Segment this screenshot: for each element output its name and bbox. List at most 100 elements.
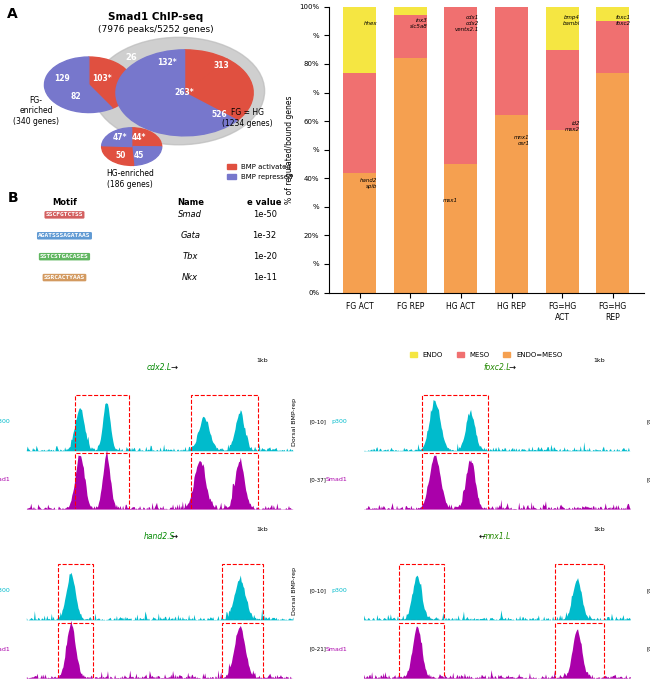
Text: →: → (508, 363, 515, 372)
Text: n=47: n=47 (451, 0, 471, 1)
Wedge shape (44, 57, 89, 87)
Text: 50: 50 (115, 151, 125, 160)
Text: SSRCACTYAAS: SSRCACTYAAS (44, 275, 85, 280)
Text: 263*: 263* (175, 88, 194, 97)
Text: [0-21]: [0-21] (309, 647, 326, 651)
Bar (75, 453, 129, 509)
Text: 82: 82 (71, 92, 81, 101)
Text: inx3
slc5a8: inx3 slc5a8 (410, 18, 428, 29)
Bar (343, 73, 376, 173)
Text: hand2.S: hand2.S (144, 532, 176, 541)
Text: 1e-32: 1e-32 (253, 232, 277, 240)
Text: SSCFGTCTSS: SSCFGTCTSS (46, 212, 83, 217)
Text: 44*: 44* (132, 133, 146, 142)
Text: Dorsal BMP-rep: Dorsal BMP-rep (292, 397, 298, 446)
Text: hand2
spib: hand2 spib (360, 178, 378, 189)
Text: AGATSSSAGATAAS: AGATSSSAGATAAS (38, 234, 91, 238)
Bar (422, 395, 488, 451)
Text: mnx1.L: mnx1.L (483, 532, 511, 541)
Text: ←: ← (478, 532, 486, 541)
Text: SSTCSTGACASES: SSTCSTGACASES (40, 254, 89, 259)
Bar (222, 623, 263, 678)
Text: p300: p300 (332, 419, 347, 424)
Text: Smad1: Smad1 (326, 477, 347, 482)
Wedge shape (185, 59, 254, 121)
Text: →: → (171, 532, 178, 541)
Text: 129: 129 (54, 74, 70, 83)
Text: 26: 26 (126, 53, 138, 62)
Wedge shape (116, 50, 185, 132)
Text: n=263: n=263 (601, 0, 625, 1)
Text: Motif: Motif (52, 198, 77, 207)
Text: n=132: n=132 (551, 0, 574, 1)
Bar (191, 395, 258, 451)
Text: n=26: n=26 (350, 0, 369, 1)
Text: FG-
enriched
(340 genes): FG- enriched (340 genes) (13, 96, 59, 125)
Bar (191, 453, 258, 509)
Text: 526: 526 (211, 110, 227, 119)
Text: A: A (7, 7, 18, 21)
Wedge shape (132, 128, 162, 147)
Text: 313: 313 (214, 62, 229, 71)
Text: FG = HG
(1234 genes): FG = HG (1234 genes) (222, 108, 273, 127)
Text: Name: Name (177, 198, 204, 207)
Text: [0-16]: [0-16] (647, 477, 650, 482)
Bar (596, 7, 629, 21)
Bar (394, 7, 427, 16)
Text: [0-10]: [0-10] (309, 588, 326, 593)
Text: id2
msx2: id2 msx2 (565, 121, 580, 132)
Text: 1kb: 1kb (593, 358, 605, 363)
Text: p300: p300 (0, 588, 10, 593)
Text: foxc1
foxc2: foxc1 foxc2 (616, 16, 630, 26)
Y-axis label: % of regulated/bound genes: % of regulated/bound genes (285, 95, 294, 204)
Legend: ENDO, MESO, ENDO=MESO: ENDO, MESO, ENDO=MESO (408, 349, 565, 360)
Bar (58, 623, 93, 678)
Text: Nkx: Nkx (182, 273, 198, 282)
Text: (7976 peaks/5252 genes): (7976 peaks/5252 genes) (98, 25, 214, 34)
Wedge shape (132, 147, 162, 165)
Text: Dorsal BMP-rep: Dorsal BMP-rep (292, 566, 298, 614)
Text: p300: p300 (332, 588, 347, 593)
Wedge shape (185, 50, 228, 93)
Text: bmp4
bambi: bmp4 bambi (563, 16, 580, 26)
Bar (495, 115, 528, 292)
Text: HG-enriched
(186 genes): HG-enriched (186 genes) (107, 169, 154, 188)
Text: Smad: Smad (178, 210, 202, 219)
Bar (555, 623, 605, 678)
Bar (394, 58, 427, 292)
Text: →: → (171, 363, 178, 372)
Bar (546, 129, 578, 292)
Text: n=44: n=44 (502, 0, 521, 1)
Wedge shape (89, 57, 133, 108)
Bar (399, 623, 444, 678)
Text: 1kb: 1kb (593, 527, 605, 532)
Wedge shape (45, 85, 112, 112)
Bar (445, 7, 477, 164)
Bar (343, 7, 376, 73)
Circle shape (93, 37, 265, 145)
Text: hhex: hhex (364, 21, 378, 26)
Wedge shape (101, 146, 134, 165)
Text: Gata: Gata (180, 232, 200, 240)
Bar (546, 50, 578, 129)
Text: foxc2.L: foxc2.L (483, 363, 511, 372)
Text: cdx1
cdx2
ventx2.1: cdx1 cdx2 ventx2.1 (454, 16, 478, 32)
Bar (58, 564, 93, 620)
Bar (394, 16, 427, 58)
Text: Smad1 ChIP-seq: Smad1 ChIP-seq (109, 12, 203, 22)
Bar (555, 564, 605, 620)
Text: [0-10]: [0-10] (309, 419, 326, 424)
Text: mnx1
osr1: mnx1 osr1 (514, 136, 529, 146)
Text: [0-10]: [0-10] (647, 419, 650, 424)
Bar (343, 173, 376, 292)
Text: Tbx: Tbx (183, 252, 198, 261)
Text: 103*: 103* (92, 74, 111, 83)
Bar (422, 453, 488, 509)
Text: 1e-50: 1e-50 (253, 210, 277, 219)
Wedge shape (101, 128, 132, 147)
Text: [0-16]: [0-16] (647, 647, 650, 651)
Bar (399, 564, 444, 620)
Text: n=103: n=103 (398, 0, 422, 1)
Text: 1kb: 1kb (257, 358, 268, 363)
Bar (546, 7, 578, 50)
